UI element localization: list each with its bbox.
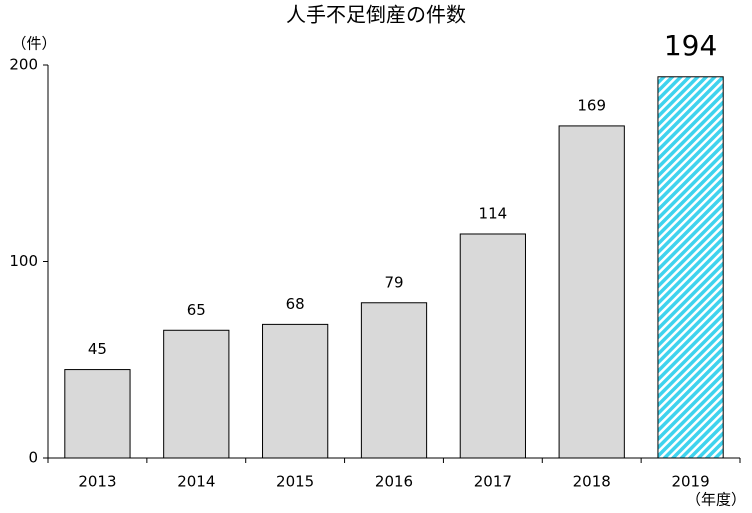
value-label: 79 — [384, 273, 403, 291]
x-tick-label: 2017 — [474, 473, 512, 491]
bar — [459, 233, 526, 459]
bar — [558, 125, 625, 459]
x-tick-label: 2018 — [573, 473, 611, 491]
value-label: 169 — [577, 96, 606, 114]
y-unit: （件） — [11, 35, 56, 53]
y-tick-label: 200 — [9, 56, 38, 74]
bar — [360, 302, 428, 459]
chart-title: 人手不足倒産の件数 — [286, 3, 466, 27]
value-label: 194 — [664, 29, 717, 62]
y-tick-label: 0 — [28, 449, 38, 467]
x-tick-label: 2016 — [375, 473, 413, 491]
value-label: 114 — [479, 204, 508, 222]
x-unit: （年度） — [686, 491, 746, 509]
bar — [262, 323, 329, 459]
value-label: 68 — [286, 295, 305, 313]
x-tick-label: 2014 — [177, 473, 215, 491]
bar — [163, 329, 230, 459]
bar — [64, 369, 131, 459]
value-label: 65 — [187, 301, 206, 319]
bar — [657, 76, 724, 459]
y-tick-label: 100 — [9, 252, 38, 270]
x-tick-label: 2013 — [78, 473, 116, 491]
value-label: 45 — [88, 340, 107, 358]
x-tick-label: 2015 — [276, 473, 314, 491]
x-tick-label: 2019 — [671, 473, 709, 491]
